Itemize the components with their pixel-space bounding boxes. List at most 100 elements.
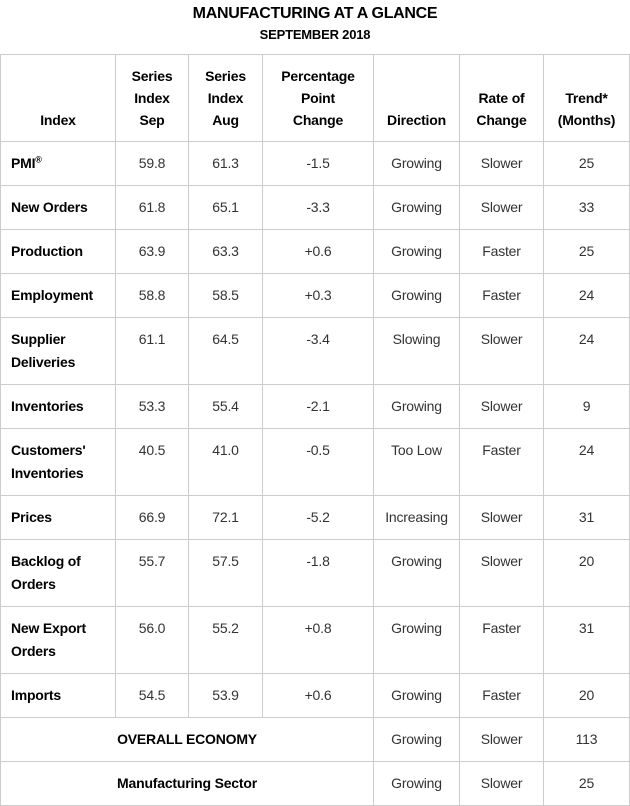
cell-direction: Growing xyxy=(373,673,460,718)
row-label: Imports xyxy=(0,673,116,718)
row-label: Customers' Inventories xyxy=(0,428,116,496)
row-label: Prices xyxy=(0,495,116,540)
row-label: Inventories xyxy=(0,384,116,429)
cell-series-aug: 72.1 xyxy=(188,495,263,540)
table-row-inventories: Inventories 53.3 55.4 -2.1 Growing Slowe… xyxy=(0,384,630,429)
cell-series-sep: 54.5 xyxy=(115,673,189,718)
header-percentage-point-change: Percentage Point Change xyxy=(262,54,374,142)
cell-rate: Faster xyxy=(459,273,544,318)
cell-series-aug: 55.4 xyxy=(188,384,263,429)
cell-direction: Growing xyxy=(373,717,460,762)
cell-series-sep: 66.9 xyxy=(115,495,189,540)
table-row-new-orders: New Orders 61.8 65.1 -3.3 Growing Slower… xyxy=(0,185,630,230)
cell-rate: Slower xyxy=(459,141,544,186)
row-label: New Orders xyxy=(0,185,116,230)
cell-series-sep: 63.9 xyxy=(115,229,189,274)
cell-direction: Slowing xyxy=(373,317,460,385)
row-label: New Export Orders xyxy=(0,606,116,674)
cell-trend: 25 xyxy=(543,229,630,274)
cell-series-aug: 64.5 xyxy=(188,317,263,385)
page-title: MANUFACTURING AT A GLANCE xyxy=(192,5,438,22)
cell-change: -2.1 xyxy=(262,384,374,429)
cell-trend: 31 xyxy=(543,495,630,540)
cell-series-aug: 63.3 xyxy=(188,229,263,274)
cell-series-sep: 40.5 xyxy=(115,428,189,496)
cell-trend: 25 xyxy=(543,761,630,806)
cell-series-sep: 55.7 xyxy=(115,539,189,607)
summary-label: Manufacturing Sector xyxy=(0,761,374,806)
cell-change: -5.2 xyxy=(262,495,374,540)
row-label-text: PMI xyxy=(11,155,36,171)
header-series-index-sep: Series Index Sep xyxy=(115,54,189,142)
cell-series-aug: 65.1 xyxy=(188,185,263,230)
cell-direction: Growing xyxy=(373,761,460,806)
cell-rate: Slower xyxy=(459,384,544,429)
cell-trend: 20 xyxy=(543,673,630,718)
cell-series-aug: 57.5 xyxy=(188,539,263,607)
cell-change: -1.5 xyxy=(262,141,374,186)
cell-series-aug: 58.5 xyxy=(188,273,263,318)
cell-series-aug: 61.3 xyxy=(188,141,263,186)
cell-direction: Growing xyxy=(373,141,460,186)
cell-direction: Growing xyxy=(373,606,460,674)
row-label-pmi: PMI® xyxy=(0,141,116,186)
cell-trend: 20 xyxy=(543,539,630,607)
cell-direction: Increasing xyxy=(373,495,460,540)
cell-change: -3.3 xyxy=(262,185,374,230)
cell-rate: Faster xyxy=(459,606,544,674)
header-index: Index xyxy=(0,54,116,142)
cell-trend: 25 xyxy=(543,141,630,186)
cell-trend: 24 xyxy=(543,273,630,318)
cell-change: -3.4 xyxy=(262,317,374,385)
row-label: Employment xyxy=(0,273,116,318)
cell-series-aug: 55.2 xyxy=(188,606,263,674)
cell-series-sep: 61.8 xyxy=(115,185,189,230)
cell-rate: Slower xyxy=(459,495,544,540)
cell-trend: 24 xyxy=(543,428,630,496)
cell-change: +0.6 xyxy=(262,673,374,718)
cell-series-sep: 59.8 xyxy=(115,141,189,186)
row-label: Production xyxy=(0,229,116,274)
cell-change: -0.5 xyxy=(262,428,374,496)
cell-change: +0.6 xyxy=(262,229,374,274)
cell-series-sep: 53.3 xyxy=(115,384,189,429)
cell-change: +0.8 xyxy=(262,606,374,674)
header-row: Index Series Index Sep Series Index Aug … xyxy=(0,54,630,142)
table-row-prices: Prices 66.9 72.1 -5.2 Increasing Slower … xyxy=(0,495,630,540)
cell-direction: Growing xyxy=(373,539,460,607)
cell-trend: 31 xyxy=(543,606,630,674)
row-label: Supplier Deliveries xyxy=(0,317,116,385)
table-row-pmi: PMI® 59.8 61.3 -1.5 Growing Slower 25 xyxy=(0,141,630,186)
summary-row-manufacturing-sector: Manufacturing Sector Growing Slower 25 xyxy=(0,761,630,806)
cell-rate: Slower xyxy=(459,317,544,385)
cell-change: +0.3 xyxy=(262,273,374,318)
registered-trademark-symbol: ® xyxy=(35,154,42,165)
header-direction: Direction xyxy=(373,54,460,142)
cell-direction: Too Low xyxy=(373,428,460,496)
header-trend-months: Trend* (Months) xyxy=(543,54,630,142)
cell-direction: Growing xyxy=(373,229,460,274)
cell-rate: Faster xyxy=(459,428,544,496)
cell-trend: 9 xyxy=(543,384,630,429)
header-rate-of-change: Rate of Change xyxy=(459,54,544,142)
table-row-production: Production 63.9 63.3 +0.6 Growing Faster… xyxy=(0,229,630,274)
cell-rate: Slower xyxy=(459,539,544,607)
cell-direction: Growing xyxy=(373,185,460,230)
cell-rate: Faster xyxy=(459,673,544,718)
cell-rate: Slower xyxy=(459,717,544,762)
cell-series-aug: 41.0 xyxy=(188,428,263,496)
table-row-imports: Imports 54.5 53.9 +0.6 Growing Faster 20 xyxy=(0,673,630,718)
table-row-customers-inventories: Customers' Inventories 40.5 41.0 -0.5 To… xyxy=(0,428,630,496)
cell-series-sep: 58.8 xyxy=(115,273,189,318)
table-row-supplier-deliveries: Supplier Deliveries 61.1 64.5 -3.4 Slowi… xyxy=(0,317,630,385)
cell-direction: Growing xyxy=(373,384,460,429)
cell-series-aug: 53.9 xyxy=(188,673,263,718)
cell-series-sep: 56.0 xyxy=(115,606,189,674)
cell-rate: Slower xyxy=(459,185,544,230)
header-series-index-aug: Series Index Aug xyxy=(188,54,263,142)
summary-row-overall-economy: OVERALL ECONOMY Growing Slower 113 xyxy=(0,717,630,762)
cell-rate: Faster xyxy=(459,229,544,274)
table-row-employment: Employment 58.8 58.5 +0.3 Growing Faster… xyxy=(0,273,630,318)
row-label: Backlog of Orders xyxy=(0,539,116,607)
table-row-new-export-orders: New Export Orders 56.0 55.2 +0.8 Growing… xyxy=(0,606,630,674)
